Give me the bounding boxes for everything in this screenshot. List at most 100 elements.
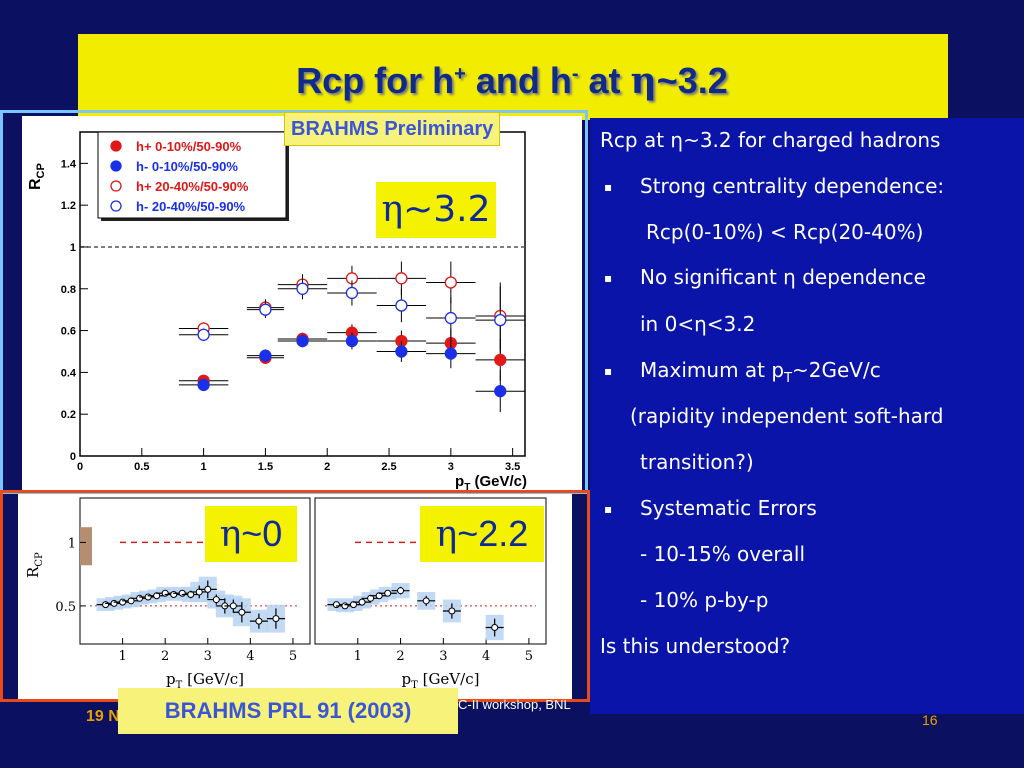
x-tick-label: 2.5: [381, 461, 396, 473]
legend-label: h+ 20-40%/50-90%: [136, 179, 249, 194]
bullet-icon: ▪: [604, 180, 613, 194]
data-point: [494, 353, 507, 366]
brahms-preliminary-label: BRAHMS Preliminary: [284, 112, 501, 146]
x-tick-label: 3.5: [505, 461, 520, 473]
y-tick-label: 0.6: [61, 326, 76, 338]
y-tick-label: 0.8: [61, 284, 76, 296]
footer-workshop: C-II workshop, BNL: [458, 697, 571, 712]
y-axis-label: RCP: [24, 552, 45, 578]
data-point: [494, 385, 507, 398]
data-point: [422, 597, 430, 605]
data-point: [444, 311, 457, 325]
data-point: [272, 615, 280, 623]
x-tick-label: 3: [204, 649, 212, 664]
legend-label: h- 0-10%/50-90%: [136, 159, 238, 174]
note-rapidity: (rapidity independent soft-hard: [630, 404, 944, 428]
x-tick-label: 2: [161, 649, 169, 664]
plot-frame: [314, 497, 547, 645]
data-point: [197, 378, 210, 392]
eta-2-2-label: η~2.2: [420, 506, 544, 562]
bullet-icon: ▪: [604, 364, 613, 378]
rcp-eta32-plot: 0 0.5 1 1.5 2 2.5 3 3.5 0 0.2 0.4 0.6 0.8 1 1.2 1.4 pT (…: [27, 131, 527, 490]
y-tick-label: 1.2: [61, 200, 76, 212]
data-point: [397, 587, 405, 595]
data-point: [238, 608, 246, 616]
y-tick-label: 1.4: [61, 158, 77, 170]
notes-heading: Rcp at η~3.2 for charged hadrons: [600, 128, 941, 152]
note-transition: transition?): [640, 450, 754, 474]
note-centrality: Strong centrality dependence:: [640, 174, 945, 198]
x-tick-label: 3: [439, 649, 447, 664]
data-point: [255, 617, 263, 625]
data-point: [444, 347, 457, 360]
data-point: [358, 598, 366, 606]
x-axis-label: pT [GeV/c]: [166, 670, 244, 691]
data-point: [345, 334, 359, 348]
x-tick-label: 4: [482, 649, 490, 664]
data-point: [259, 349, 272, 362]
data-point: [395, 345, 408, 358]
note-centrality-detail: Rcp(0-10%) < Rcp(20-40%): [646, 220, 924, 244]
x-tick-label: 1: [201, 461, 207, 473]
data-point: [296, 282, 309, 295]
notes-panel: Rcp at η~3.2 for charged hadrons ▪ Stron…: [590, 118, 1024, 714]
data-point: [494, 313, 507, 327]
note-question: Is this understood?: [600, 634, 791, 658]
x-tick-label: 5: [525, 649, 533, 664]
data-point: [395, 299, 408, 312]
title-plus: +: [454, 63, 466, 85]
data-point: [491, 623, 499, 631]
y-tick-label: 1: [70, 242, 76, 254]
data-point: [197, 328, 210, 341]
data-point: [384, 589, 392, 597]
plot-frame: [79, 497, 311, 645]
legend-marker: [110, 160, 122, 172]
data-point: [448, 607, 456, 615]
bullet-icon: ▪: [604, 271, 613, 285]
note-systematics-pbp: - 10% p-by-p: [640, 588, 769, 612]
legend-marker: [110, 200, 122, 212]
data-point: [259, 303, 272, 316]
legend-label: h- 20-40%/50-90%: [136, 199, 246, 214]
x-tick-label: 3: [448, 461, 454, 473]
y-tick-label: 0.4: [61, 367, 77, 379]
note-systematics: Systematic Errors: [640, 496, 817, 520]
data-point: [212, 596, 220, 604]
y-axis-label: RCP: [27, 163, 47, 190]
x-tick-label: 2: [324, 461, 330, 473]
x-tick-label: 5: [289, 649, 297, 664]
y-tick-label: 1: [68, 536, 76, 551]
x-tick-label: 4: [246, 649, 254, 664]
title-minus: -: [571, 63, 579, 85]
y-tick-label: 0: [70, 451, 76, 463]
data-point: [204, 585, 212, 593]
x-tick-label: 0: [77, 461, 83, 473]
title-bar: [78, 34, 948, 120]
footer-date: 19 N: [86, 708, 120, 725]
y-tick-label: 0.5: [55, 600, 76, 615]
legend-box: [97, 131, 287, 219]
legend-marker: [110, 180, 122, 192]
x-axis-label: pT [GeV/c]: [402, 670, 480, 691]
data-point: [345, 286, 359, 300]
legend-marker: [110, 140, 122, 152]
eta-0-label: η~0: [205, 506, 297, 562]
note-eta-range: in 0<η<3.2: [640, 312, 756, 336]
data-point: [296, 334, 309, 348]
x-tick-label: 1: [118, 649, 126, 664]
y-tick-label: 0.2: [61, 409, 76, 421]
data-point: [229, 602, 237, 610]
legend-label: h+ 0-10%/50-90%: [136, 139, 242, 154]
x-tick-label: 1.5: [258, 461, 273, 473]
x-axis-label: pT (GeV/c): [455, 473, 527, 490]
bullet-icon: ▪: [604, 502, 613, 516]
data-point: [444, 276, 457, 289]
systematic-band: [80, 527, 92, 566]
footer-page-number: 16: [922, 712, 938, 728]
brahms-prl-label: BRAHMS PRL 91 (2003): [118, 688, 458, 734]
data-point: [395, 272, 408, 285]
top-plot-frame: [0, 110, 588, 494]
note-maximum: Maximum at pT~2GeV/c: [640, 358, 881, 386]
x-tick-label: 2: [396, 649, 404, 664]
x-tick-label: 1: [354, 649, 362, 664]
